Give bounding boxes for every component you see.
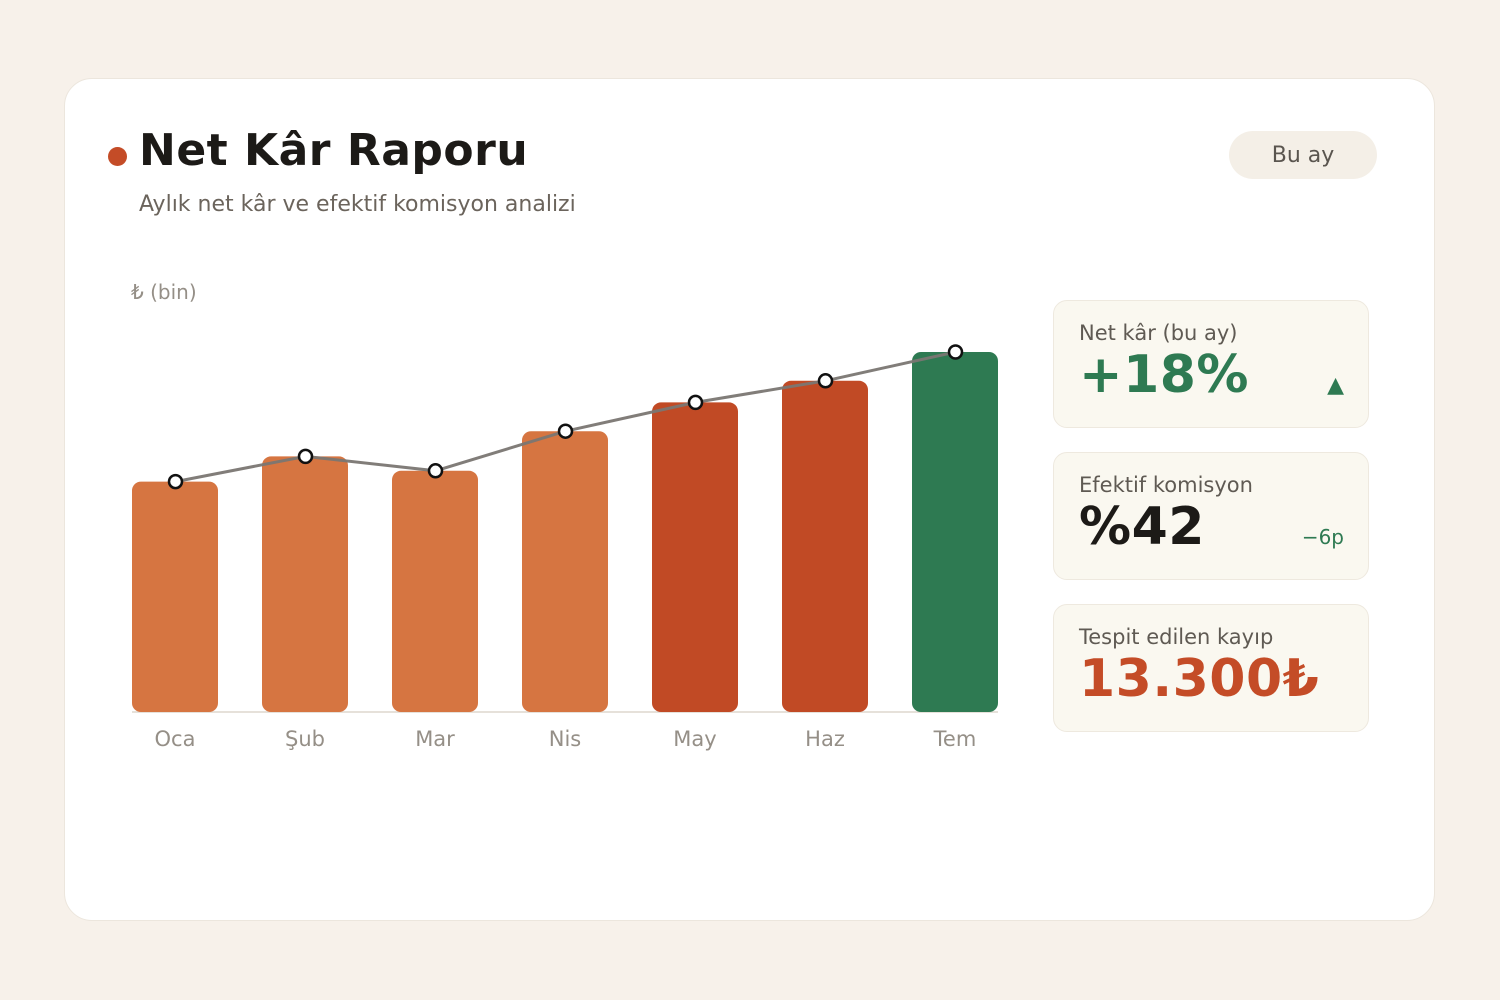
bar-4 [522,431,608,712]
line-point-1 [167,473,184,490]
kpi-commission-change: −6p [1301,525,1344,549]
kpi-commission: Efektif komisyon %42 −6p [1053,452,1369,580]
page-subtitle: Aylık net kâr ve efektif komisyon analiz… [139,192,576,217]
bar-7 [912,352,998,712]
x-tick-label: Mar [415,727,455,751]
kpi-net-profit: Net kâr (bu ay) +18% ▲ [1053,300,1369,428]
kpi-loss-label: Tespit edilen kayıp [1079,625,1274,649]
bar-1 [132,481,218,712]
status-dot [108,147,127,166]
y-axis-label: ₺ (bin) [131,280,197,304]
line-point-5 [687,394,704,411]
line-point-6 [817,373,834,389]
line-point-2 [297,448,314,465]
x-tick-label: Şub [285,727,325,751]
line-point-3 [427,463,444,479]
bar-3 [392,470,478,712]
x-tick-label: May [673,727,716,751]
trend-up-icon: ▲ [1327,373,1344,398]
bar-2 [262,456,348,712]
x-tick-label: Nis [549,727,581,751]
page-title: Net Kâr Raporu [139,125,529,176]
x-tick-label: Tem [933,727,977,751]
kpi-net-profit-label: Net kâr (bu ay) [1079,321,1238,345]
x-tick-label: Haz [805,727,845,751]
kpi-net-profit-value: +18% [1079,345,1250,405]
bar-5 [652,402,738,712]
period-button[interactable]: Bu ay [1229,131,1377,179]
kpi-loss-value: 13.300₺ [1079,649,1320,709]
kpi-commission-value: %42 [1079,497,1205,557]
bar-6 [782,380,868,712]
line-point-4 [557,423,574,439]
x-tick-label: Oca [155,727,196,751]
kpi-loss: Tespit edilen kayıp 13.300₺ [1053,604,1369,732]
kpi-commission-label: Efektif komisyon [1079,473,1253,497]
line-point-7 [947,344,964,360]
